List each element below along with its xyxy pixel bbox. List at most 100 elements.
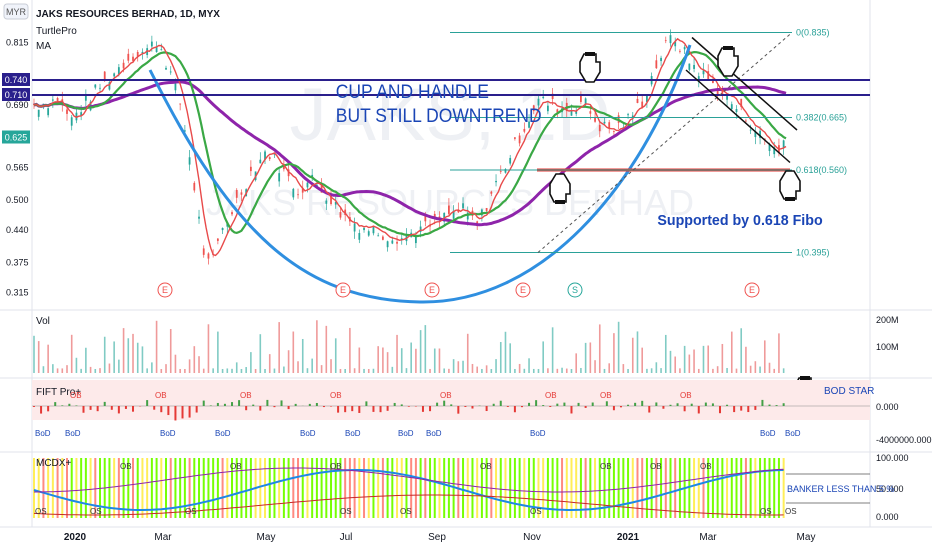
price-tag xyxy=(2,130,30,144)
volume-bar xyxy=(702,345,705,373)
earnings-marker xyxy=(157,282,173,298)
candle-body xyxy=(117,67,120,75)
candle-body xyxy=(490,191,493,194)
indicator-turtlepro[interactable]: TurtlePro xyxy=(36,26,77,37)
candle-body xyxy=(570,110,573,116)
mcdx-bar xyxy=(584,458,587,518)
volume-bar xyxy=(66,365,68,373)
volume-bar xyxy=(419,330,422,373)
time-axis-label: Jul xyxy=(340,532,353,543)
fift-bar xyxy=(252,404,255,406)
time-axis-label: 2021 xyxy=(617,532,640,543)
fift-bar xyxy=(513,406,516,413)
candle-body xyxy=(150,41,153,47)
volume-bar xyxy=(103,336,106,373)
mcdx-bar xyxy=(51,458,54,518)
volume-tick-label: 100M xyxy=(876,342,899,352)
volume-bar xyxy=(485,365,488,373)
volume-bar xyxy=(221,368,224,373)
candle-body xyxy=(386,241,389,248)
candle-body xyxy=(353,223,356,232)
candle-body xyxy=(179,103,182,105)
mcdx-bar xyxy=(334,458,337,518)
candle-body xyxy=(730,104,733,110)
mcdx-bar xyxy=(716,458,719,518)
fift-bar xyxy=(322,406,325,408)
candle-body xyxy=(745,120,747,122)
mcdx-bar xyxy=(688,458,691,518)
candle-body xyxy=(735,109,738,112)
mcdx-bar xyxy=(37,458,40,518)
fift-bod-label: BoD xyxy=(215,429,231,438)
mcdx-bar xyxy=(589,458,592,518)
mcdx-os-label: OS xyxy=(760,507,772,516)
fift-ob-label: OB xyxy=(680,391,692,400)
price-tag-label: 0.710 xyxy=(5,90,28,100)
fift-bar xyxy=(549,406,552,407)
volume-bar xyxy=(198,356,200,373)
hand-pointer-icon-shape xyxy=(579,53,601,83)
hand-pointer-icon-shape xyxy=(717,47,739,77)
volume-bar xyxy=(523,368,526,373)
volume-bar xyxy=(301,338,304,373)
candle-body xyxy=(127,53,130,61)
indicator-ma[interactable]: MA xyxy=(36,41,51,52)
fift-bar xyxy=(75,405,78,406)
fift-ob-label: OB xyxy=(545,391,557,400)
hand-pointer-icon-cuff xyxy=(785,197,795,201)
volume-bar xyxy=(193,346,196,373)
mcdx-bar xyxy=(268,458,271,518)
mcdx-bar xyxy=(344,458,347,518)
candle-body xyxy=(674,41,677,47)
mcdx-os-label: OS xyxy=(185,507,197,516)
mcdx-bar xyxy=(141,458,144,518)
fift-bar xyxy=(690,403,693,406)
mcdx-bar xyxy=(664,458,667,518)
mcdx-bar xyxy=(608,458,611,518)
fift-bar xyxy=(775,405,778,406)
candle-body xyxy=(198,216,200,219)
candle-body xyxy=(712,79,714,83)
fift-bar xyxy=(188,406,191,418)
hand-pointer-icon-shape xyxy=(779,170,801,200)
candle-body xyxy=(165,67,167,70)
fift-bar xyxy=(287,406,290,410)
fift-bar xyxy=(662,406,665,409)
volume-bar xyxy=(316,320,318,373)
candle-body xyxy=(306,182,309,188)
candle-body xyxy=(598,124,601,132)
volume-bar xyxy=(127,338,130,373)
volume-bar xyxy=(778,333,780,373)
mcdx-banker-line xyxy=(33,469,784,511)
volume-bar xyxy=(438,348,441,373)
volume-bar xyxy=(268,354,271,373)
mcdx-bar xyxy=(782,458,785,518)
candle-body xyxy=(282,165,285,170)
mcdx-bar xyxy=(231,458,234,518)
candle-body xyxy=(603,121,606,124)
fift-bar xyxy=(315,402,318,406)
candle-body xyxy=(136,52,139,57)
mcdx-os-label: OS xyxy=(90,507,102,516)
price-tick-label: 0.440 xyxy=(6,225,29,235)
candle-body xyxy=(518,135,521,144)
price-tick-label: 0.315 xyxy=(6,288,29,298)
mcdx-bar xyxy=(381,458,384,518)
candle-body xyxy=(693,64,695,69)
fift-ob-label: OB xyxy=(600,391,612,400)
fift-bar xyxy=(711,403,714,406)
volume-bar xyxy=(278,322,280,373)
volume-bar xyxy=(325,325,328,373)
mcdx-bar xyxy=(495,458,498,518)
candle-body xyxy=(372,227,375,234)
volume-bar xyxy=(679,368,681,373)
candle-body xyxy=(542,96,545,99)
volume-bar xyxy=(749,365,752,373)
volume-bar xyxy=(367,368,370,373)
mcdx-bar xyxy=(499,458,502,518)
channel-upper xyxy=(691,36,798,131)
mcdx-bar xyxy=(438,458,441,518)
mcdx-bar xyxy=(287,458,290,518)
mcdx-bar xyxy=(367,458,370,518)
mcdx-bar xyxy=(282,458,285,518)
